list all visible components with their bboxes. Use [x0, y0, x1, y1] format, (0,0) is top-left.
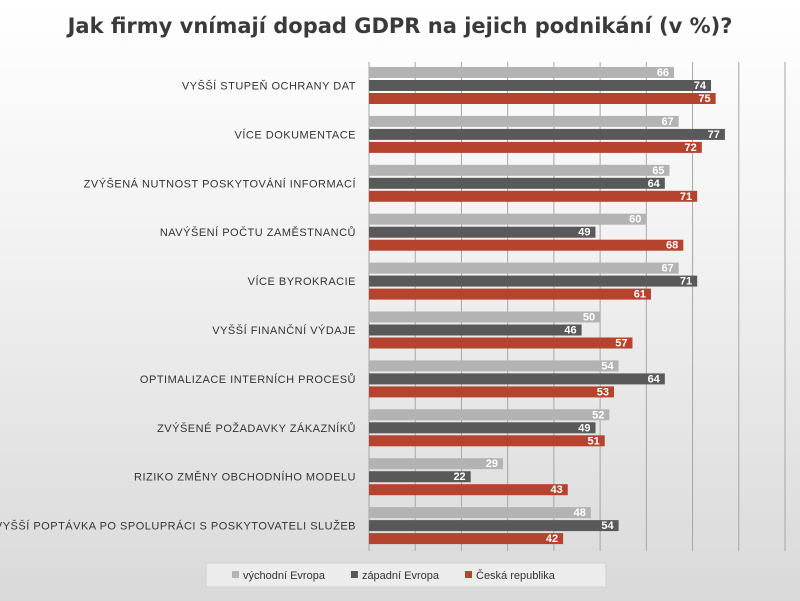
bar-ceska-republika-3	[369, 190, 698, 202]
chart-title: Jak firmy vnímají dopad GDPR na jejich p…	[67, 14, 733, 38]
bar-vychodni-evropa-6	[369, 311, 601, 323]
data-label-vychodni-evropa-4: 60	[629, 214, 641, 226]
bar-zapadni-evropa-2	[369, 128, 725, 140]
data-label-ceska-republika-2: 72	[685, 142, 697, 154]
bar-ceska-republika-6	[369, 337, 633, 349]
bar-ceska-republika-4	[369, 239, 684, 251]
data-label-zapadni-evropa-5: 71	[680, 276, 692, 288]
category-label-vice-byrokracie: VÍCE BYROKRACIE	[248, 275, 356, 288]
data-label-vychodni-evropa-1: 66	[657, 67, 669, 79]
legend-label-vychodni-evropa: východní Evropa	[243, 570, 326, 582]
data-label-vychodni-evropa-2: 67	[661, 116, 673, 128]
bar-ceska-republika-5	[369, 288, 651, 300]
data-label-ceska-republika-4: 68	[666, 240, 678, 252]
bar-zapadni-evropa-1	[369, 80, 712, 91]
data-label-ceska-republika-7: 53	[597, 386, 609, 398]
data-label-zapadni-evropa-9: 22	[453, 471, 465, 483]
data-label-vychodni-evropa-5: 67	[661, 263, 673, 275]
bar-zapadni-evropa-8	[369, 422, 596, 434]
data-label-ceska-republika-5: 61	[634, 289, 646, 301]
bar-zapadni-evropa-6	[369, 324, 582, 336]
data-label-vychodni-evropa-3: 65	[652, 165, 664, 177]
data-label-ceska-republika-6: 57	[615, 338, 627, 350]
bar-zapadni-evropa-10	[369, 520, 619, 532]
data-label-zapadni-evropa-8: 49	[578, 422, 590, 434]
data-label-zapadni-evropa-10: 54	[601, 520, 614, 532]
data-label-zapadni-evropa-2: 77	[708, 129, 720, 141]
bar-vychodni-evropa-7	[369, 360, 619, 372]
category-label-optimalizace-internich-procesu: OPTIMALIZACE INTERNÍCH PROCESŮ	[140, 373, 356, 386]
category-label-vyssi-financni-vydaje: VYŠŠÍ FINANČNÍ VÝDAJE	[212, 324, 356, 337]
category-label-riziko-zmeny-obchodniho-modelu: RIZIKO ZMĚNY OBCHODNÍHO MODELU	[134, 471, 356, 484]
category-label-vyssi-poptavka-po-spolupraci-s-poskytovateli-sluzeb: VYŠŠÍ POPTÁVKA PO SPOLUPRÁCI S POSKYTOVA…	[0, 520, 356, 533]
bar-vychodni-evropa-4	[369, 213, 647, 225]
bar-ceska-republika-1	[369, 93, 716, 104]
legend-box	[205, 562, 607, 588]
bar-zapadni-evropa-4	[369, 226, 596, 238]
legend-swatch-zapadni-evropa	[350, 571, 358, 578]
data-label-vychodni-evropa-8: 52	[592, 409, 604, 421]
bar-vychodni-evropa-8	[369, 409, 610, 421]
data-label-vychodni-evropa-6: 50	[583, 312, 595, 324]
bar-ceska-republika-8	[369, 435, 605, 447]
bar-vychodni-evropa-5	[369, 262, 679, 274]
bar-zapadni-evropa-9	[369, 471, 471, 483]
category-label-vice-dokumentace: VÍCE DOKUMENTACE	[235, 128, 356, 141]
data-label-zapadni-evropa-4: 49	[578, 227, 590, 239]
category-label-zvysena-nutnost-poskytovani-informaci: ZVÝŠENÁ NUTNOST POSKYTOVÁNÍ INFORMACÍ	[84, 177, 357, 190]
legend-label-zapadni-evropa: západní Evropa	[362, 570, 440, 582]
data-label-vychodni-evropa-9: 29	[486, 458, 498, 470]
data-label-zapadni-evropa-6: 46	[564, 325, 576, 337]
data-label-vychodni-evropa-7: 54	[601, 360, 614, 372]
bar-vychodni-evropa-3	[369, 164, 670, 176]
bar-vychodni-evropa-9	[369, 458, 504, 470]
bar-vychodni-evropa-10	[369, 507, 591, 519]
data-label-vychodni-evropa-10: 48	[574, 507, 586, 519]
bar-zapadni-evropa-7	[369, 373, 665, 385]
bar-ceska-republika-10	[369, 533, 564, 545]
data-label-ceska-republika-9: 43	[551, 484, 563, 496]
legend-swatch-vychodni-evropa	[232, 571, 239, 578]
bar-zapadni-evropa-3	[369, 177, 665, 189]
data-label-zapadni-evropa-1: 74	[694, 80, 707, 92]
category-label-zvysene-pozadavky-zakazniku: ZVÝŠENÉ POŽADAVKY ZÁKAZNÍKŮ	[157, 422, 356, 435]
data-label-ceska-republika-1: 75	[698, 93, 710, 105]
data-label-zapadni-evropa-3: 64	[648, 178, 661, 190]
bar-ceska-republika-7	[369, 386, 614, 398]
bar-ceska-republika-9	[369, 484, 568, 496]
data-label-zapadni-evropa-7: 64	[648, 373, 661, 385]
data-label-ceska-republika-10: 42	[546, 533, 558, 545]
legend-swatch-ceska-republika	[465, 571, 472, 578]
bar-zapadni-evropa-5	[369, 275, 698, 287]
bar-vychodni-evropa-1	[369, 67, 675, 78]
bar-ceska-republika-2	[369, 141, 702, 153]
bar-vychodni-evropa-2	[369, 115, 679, 127]
category-label-navyseni-poctu-zamestnancu: NAVÝŠENÍ POČTU ZAMĚSTNANCŮ	[160, 226, 356, 239]
data-label-ceska-republika-8: 51	[587, 435, 599, 447]
category-label-vyssi-stupen-ochrany-dat: VYŠŠÍ STUPEŇ OCHRANY DAT	[182, 80, 356, 93]
data-label-ceska-republika-3: 71	[680, 191, 692, 203]
legend-label-ceska-republika: Česká republika	[476, 569, 556, 582]
